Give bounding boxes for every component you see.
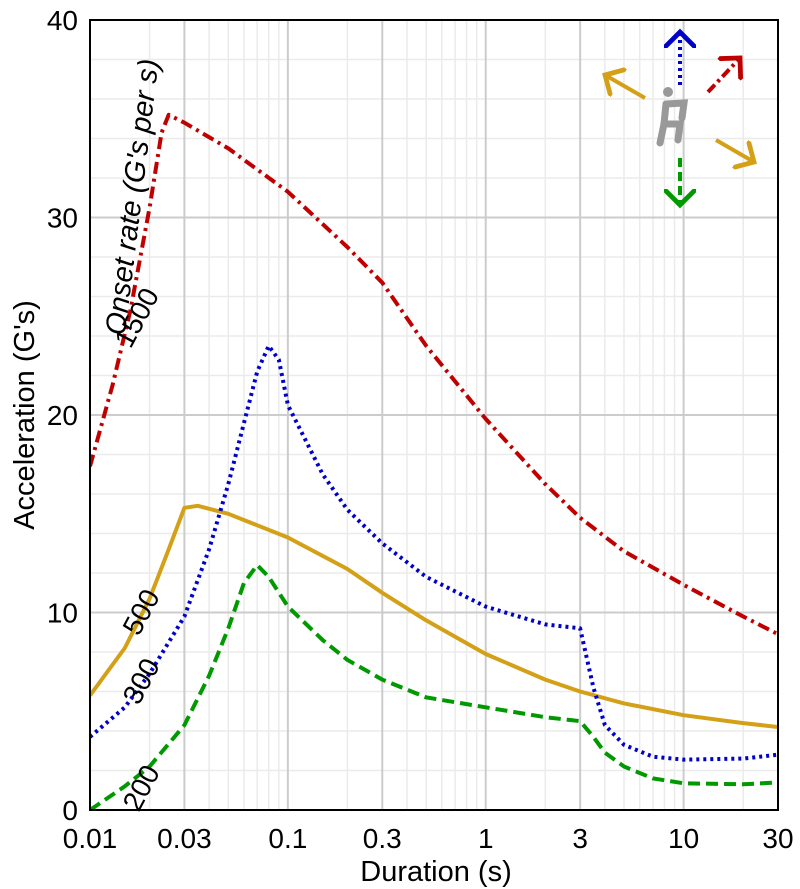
series-curve-500 — [90, 503, 778, 729]
curves — [90, 112, 778, 810]
series-curve-300 — [90, 343, 778, 762]
series-curve-200 — [90, 563, 778, 810]
x-tick-label: 1 — [478, 823, 494, 854]
x-tick-label: 0.01 — [63, 823, 118, 854]
curve-label-500: 500 — [117, 584, 166, 640]
curve-label-200: 200 — [117, 760, 166, 816]
series-curve-1500 — [90, 112, 778, 636]
x-tick-label: 0.03 — [157, 823, 212, 854]
x-tick-label: 30 — [762, 823, 793, 854]
arrow-side-icon — [714, 138, 754, 162]
curve-label-300: 300 — [117, 653, 166, 709]
seated-person-icon — [656, 87, 689, 147]
x-tick-labels: 0.01 0.03 0.1 0.3 1 3 10 30 — [63, 823, 794, 854]
y-tick-labels: 0 10 20 30 40 — [47, 5, 78, 826]
y-axis-label: Acceleration (G's) — [9, 300, 41, 530]
y-tick-label: 20 — [47, 400, 78, 431]
x-tick-label: 0.1 — [268, 823, 307, 854]
x-tick-label: 3 — [572, 823, 588, 854]
x-axis-label: Duration (s) — [360, 856, 512, 888]
arrow-forward-icon — [706, 58, 740, 94]
y-tick-label: 30 — [47, 203, 78, 234]
direction-inset — [605, 32, 754, 205]
x-tick-label: 0.3 — [363, 823, 402, 854]
y-tick-label: 0 — [62, 795, 78, 826]
plot-frame — [89, 19, 779, 811]
x-tick-label: 10 — [668, 823, 699, 854]
y-tick-label: 10 — [47, 598, 78, 629]
y-tick-label: 40 — [47, 5, 78, 36]
arrow-back-icon — [605, 75, 646, 100]
